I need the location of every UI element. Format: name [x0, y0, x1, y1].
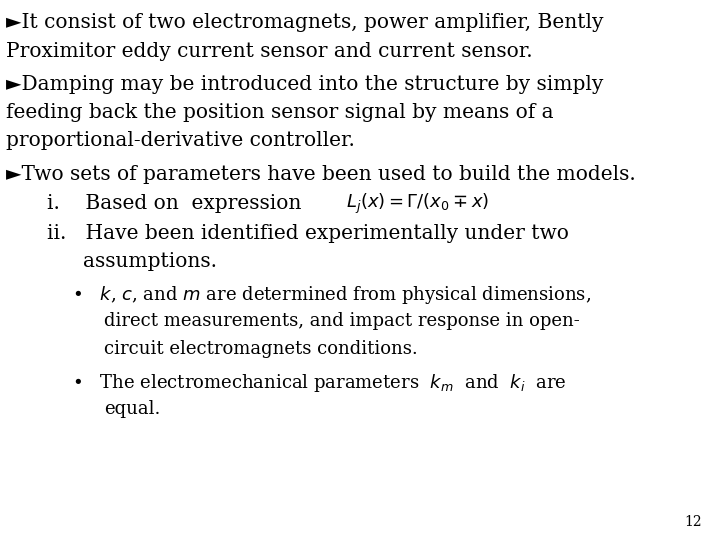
Text: feeding back the position sensor signal by means of a: feeding back the position sensor signal …	[6, 103, 554, 122]
Text: •   $k$, $c$, and $m$ are determined from physical dimensions,: • $k$, $c$, and $m$ are determined from …	[72, 284, 591, 306]
Text: $L_j(x) = \Gamma/(x_0 \mp x)$: $L_j(x) = \Gamma/(x_0 \mp x)$	[346, 192, 489, 217]
Text: ►Damping may be introduced into the structure by simply: ►Damping may be introduced into the stru…	[6, 75, 603, 94]
Text: assumptions.: assumptions.	[83, 252, 217, 271]
Text: ►Two sets of parameters have been used to build the models.: ►Two sets of parameters have been used t…	[6, 165, 636, 184]
Text: i.    Based on  expression: i. Based on expression	[47, 194, 307, 213]
Text: Proximitor eddy current sensor and current sensor.: Proximitor eddy current sensor and curre…	[6, 42, 532, 60]
Text: 12: 12	[685, 515, 702, 529]
Text: direct measurements, and impact response in open-: direct measurements, and impact response…	[104, 312, 580, 329]
Text: circuit electromagnets conditions.: circuit electromagnets conditions.	[104, 340, 418, 357]
Text: ►It consist of two electromagnets, power amplifier, Bently: ►It consist of two electromagnets, power…	[6, 14, 603, 32]
Text: •   The electromechanical parameters  $k_m$  and  $k_i$  are: • The electromechanical parameters $k_m$…	[72, 372, 567, 394]
Text: proportional-derivative controller.: proportional-derivative controller.	[6, 131, 355, 150]
Text: equal.: equal.	[104, 400, 161, 418]
Text: ii.   Have been identified experimentally under two: ii. Have been identified experimentally …	[47, 224, 569, 243]
